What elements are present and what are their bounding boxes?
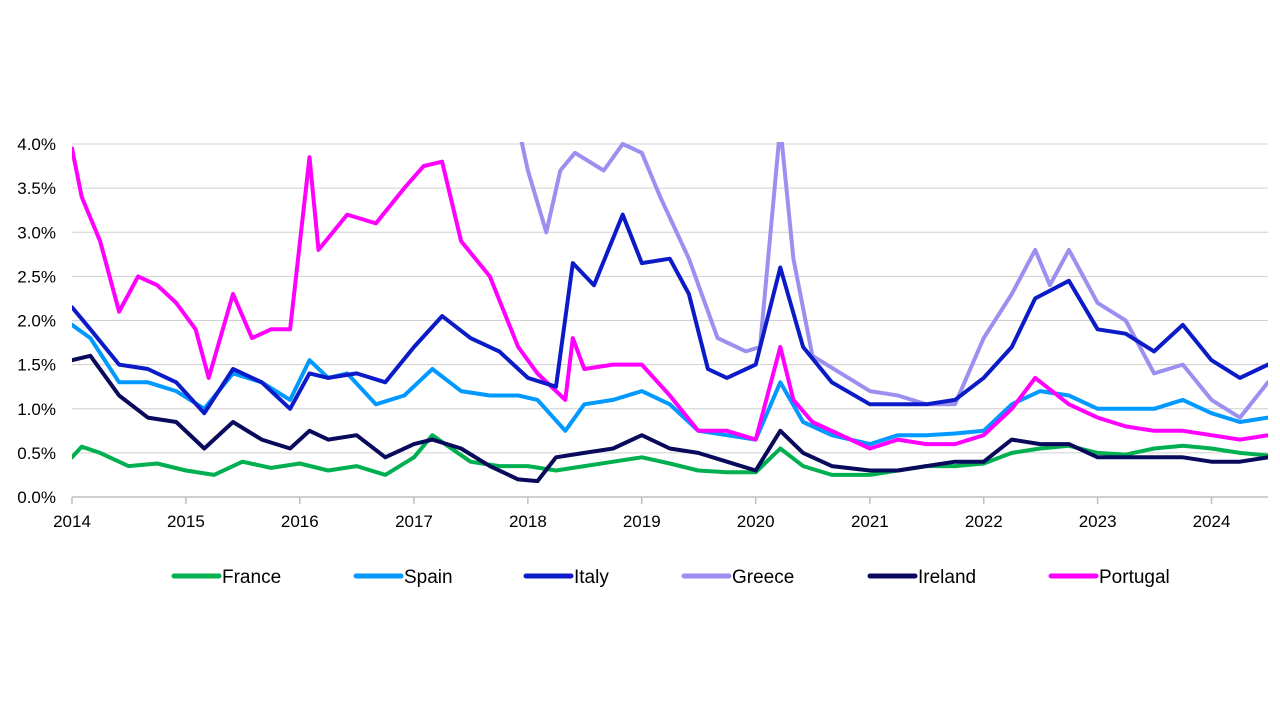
y-tick-label: 0.0% <box>17 488 56 507</box>
y-tick-label: 3.0% <box>17 223 56 242</box>
y-tick-label: 0.5% <box>17 444 56 463</box>
gridlines <box>72 143 1268 454</box>
x-tick-label: 2016 <box>281 512 319 531</box>
series-line-greece <box>519 142 1268 420</box>
y-tick-label: 1.5% <box>17 356 56 375</box>
legend-label-ireland: Ireland <box>918 567 976 588</box>
series-line-ireland <box>72 353 1268 484</box>
x-tick-label: 2017 <box>395 512 433 531</box>
series-lines <box>72 142 1268 484</box>
legend-label-portugal: Portugal <box>1099 567 1170 588</box>
y-tick-label: 4.0% <box>17 135 56 154</box>
series-line-portugal <box>72 146 1268 451</box>
legend-label-greece: Greece <box>732 567 794 588</box>
y-tick-label: 1.0% <box>17 400 56 419</box>
y-tick-label: 2.0% <box>17 312 56 331</box>
x-tick-label: 2015 <box>167 512 205 531</box>
x-tick-label: 2020 <box>737 512 775 531</box>
series-line-spain <box>72 322 1268 447</box>
legend-label-italy: Italy <box>574 567 609 588</box>
x-tick-label: 2018 <box>509 512 547 531</box>
x-tick-label: 2023 <box>1079 512 1117 531</box>
y-axis-tick-labels: 0.0% 0.5% 1.0% 1.5% 2.0% 2.5% 3.0% 3.5% 4.0% <box>17 135 56 507</box>
x-axis-tick-labels: 2014 2015 2016 2017 2018 2019 2020 2021 2022 2023… <box>53 512 1230 531</box>
x-tick-label: 2024 <box>1193 512 1231 531</box>
series-line-france <box>72 433 1268 477</box>
axes <box>71 496 1268 504</box>
legend-label-france: France <box>222 567 281 588</box>
y-tick-label: 2.5% <box>17 267 56 286</box>
legend-label-spain: Spain <box>404 567 453 588</box>
series-line-italy <box>72 212 1268 416</box>
x-tick-label: 2022 <box>965 512 1003 531</box>
x-tick-label: 2014 <box>53 512 91 531</box>
x-tick-label: 2021 <box>851 512 889 531</box>
x-tick-label: 2019 <box>623 512 661 531</box>
y-tick-label: 3.5% <box>17 179 56 198</box>
legend: France Spain Italy Greece Ireland Portugal <box>171 567 1170 588</box>
